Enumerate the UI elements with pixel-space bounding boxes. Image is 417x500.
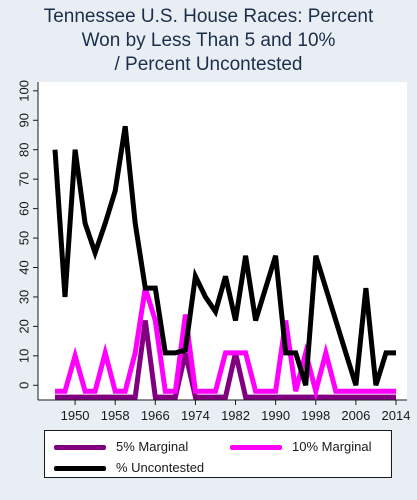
y-tick-label: 10 bbox=[17, 349, 32, 363]
chart-title-line-1: Tennessee U.S. House Races: Percent bbox=[43, 6, 374, 27]
legend-swatch-10-marginal bbox=[230, 445, 282, 450]
legend-item-uncontested: % Uncontested bbox=[54, 459, 254, 477]
y-tick-label: 80 bbox=[17, 142, 32, 156]
x-tick-label: 2014 bbox=[382, 408, 411, 423]
y-tick-label: 70 bbox=[17, 172, 32, 186]
legend-label-uncontested: % Uncontested bbox=[116, 460, 205, 475]
x-tick-label: 1982 bbox=[221, 408, 250, 423]
x-tick-label: 1966 bbox=[141, 408, 170, 423]
legend-item-5-marginal: 5% Marginal bbox=[54, 438, 214, 456]
legend-swatch-uncontested bbox=[54, 466, 106, 471]
x-tick-label: 1958 bbox=[101, 408, 130, 423]
y-tick-label: 0 bbox=[17, 382, 32, 389]
x-tick-label: 2006 bbox=[341, 408, 370, 423]
x-tick-label: 1974 bbox=[181, 408, 210, 423]
y-tick-label: 100 bbox=[17, 80, 32, 102]
legend-swatch-5-marginal bbox=[54, 445, 106, 450]
y-tick-label: 40 bbox=[17, 260, 32, 274]
legend: 5% Marginal 10% Marginal % Uncontested bbox=[44, 430, 392, 478]
x-tick-label: 1950 bbox=[61, 408, 90, 423]
x-tick-label: 1990 bbox=[261, 408, 290, 423]
y-tick-label: 90 bbox=[17, 113, 32, 127]
y-tick-label: 20 bbox=[17, 319, 32, 333]
legend-label-10-marginal: 10% Marginal bbox=[292, 439, 372, 454]
y-tick-label: 30 bbox=[17, 290, 32, 304]
chart-title-line-3: / Percent Uncontested bbox=[114, 54, 303, 75]
y-tick-label: 60 bbox=[17, 201, 32, 215]
line-chart: 0 10 20 30 40 50 60 70 80 90 100 1950 1958 1966 1974 1… bbox=[17, 80, 411, 423]
x-tick-label: 1998 bbox=[301, 408, 330, 423]
y-tick-label: 50 bbox=[17, 231, 32, 245]
legend-label-5-marginal: 5% Marginal bbox=[116, 439, 189, 454]
chart-title-line-2: Won by Less Than 5 and 10% bbox=[81, 30, 336, 51]
legend-item-10-marginal: 10% Marginal bbox=[230, 438, 390, 456]
